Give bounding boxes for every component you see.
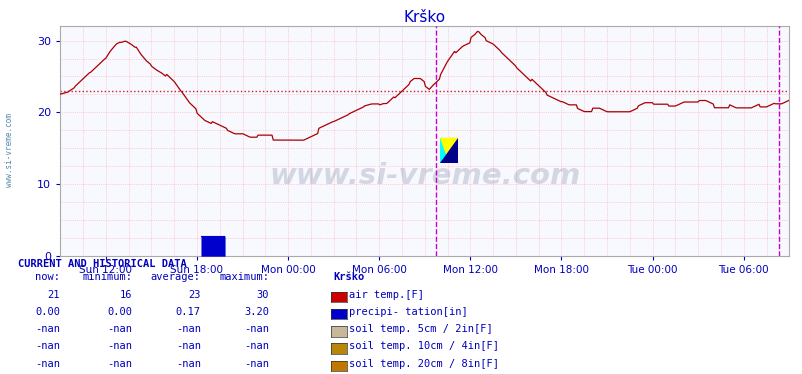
Text: -nan: -nan bbox=[176, 359, 200, 368]
Text: -nan: -nan bbox=[244, 341, 269, 351]
Text: -nan: -nan bbox=[35, 359, 60, 368]
Text: -nan: -nan bbox=[107, 341, 132, 351]
Polygon shape bbox=[439, 138, 458, 163]
Text: www.si-vreme.com: www.si-vreme.com bbox=[5, 113, 14, 187]
Text: -nan: -nan bbox=[244, 359, 269, 368]
Polygon shape bbox=[439, 138, 448, 163]
Text: soil temp. 5cm / 2in[F]: soil temp. 5cm / 2in[F] bbox=[349, 324, 492, 334]
Text: average:: average: bbox=[151, 273, 200, 282]
Title: Krško: Krško bbox=[403, 10, 445, 25]
Text: air temp.[F]: air temp.[F] bbox=[349, 290, 423, 300]
Text: -nan: -nan bbox=[35, 341, 60, 351]
Text: maximum:: maximum: bbox=[219, 273, 269, 282]
Text: -nan: -nan bbox=[176, 324, 200, 334]
Text: -nan: -nan bbox=[107, 324, 132, 334]
Text: -nan: -nan bbox=[176, 341, 200, 351]
Text: 0.00: 0.00 bbox=[35, 307, 60, 317]
Text: precipi- tation[in]: precipi- tation[in] bbox=[349, 307, 468, 317]
Text: 21: 21 bbox=[47, 290, 60, 300]
Text: 16: 16 bbox=[119, 290, 132, 300]
Text: -nan: -nan bbox=[244, 324, 269, 334]
Text: soil temp. 10cm / 4in[F]: soil temp. 10cm / 4in[F] bbox=[349, 341, 499, 351]
Text: -nan: -nan bbox=[107, 359, 132, 368]
Text: -nan: -nan bbox=[35, 324, 60, 334]
Polygon shape bbox=[439, 138, 458, 163]
Text: www.si-vreme.com: www.si-vreme.com bbox=[269, 162, 580, 190]
Text: minimum:: minimum: bbox=[83, 273, 132, 282]
Text: 23: 23 bbox=[188, 290, 200, 300]
Text: 0.17: 0.17 bbox=[176, 307, 200, 317]
Text: 0.00: 0.00 bbox=[107, 307, 132, 317]
Text: Krško: Krško bbox=[333, 273, 364, 282]
Text: 3.20: 3.20 bbox=[244, 307, 269, 317]
Text: CURRENT AND HISTORICAL DATA: CURRENT AND HISTORICAL DATA bbox=[18, 260, 186, 269]
Text: now:: now: bbox=[35, 273, 60, 282]
Text: soil temp. 20cm / 8in[F]: soil temp. 20cm / 8in[F] bbox=[349, 359, 499, 368]
Text: 30: 30 bbox=[256, 290, 269, 300]
